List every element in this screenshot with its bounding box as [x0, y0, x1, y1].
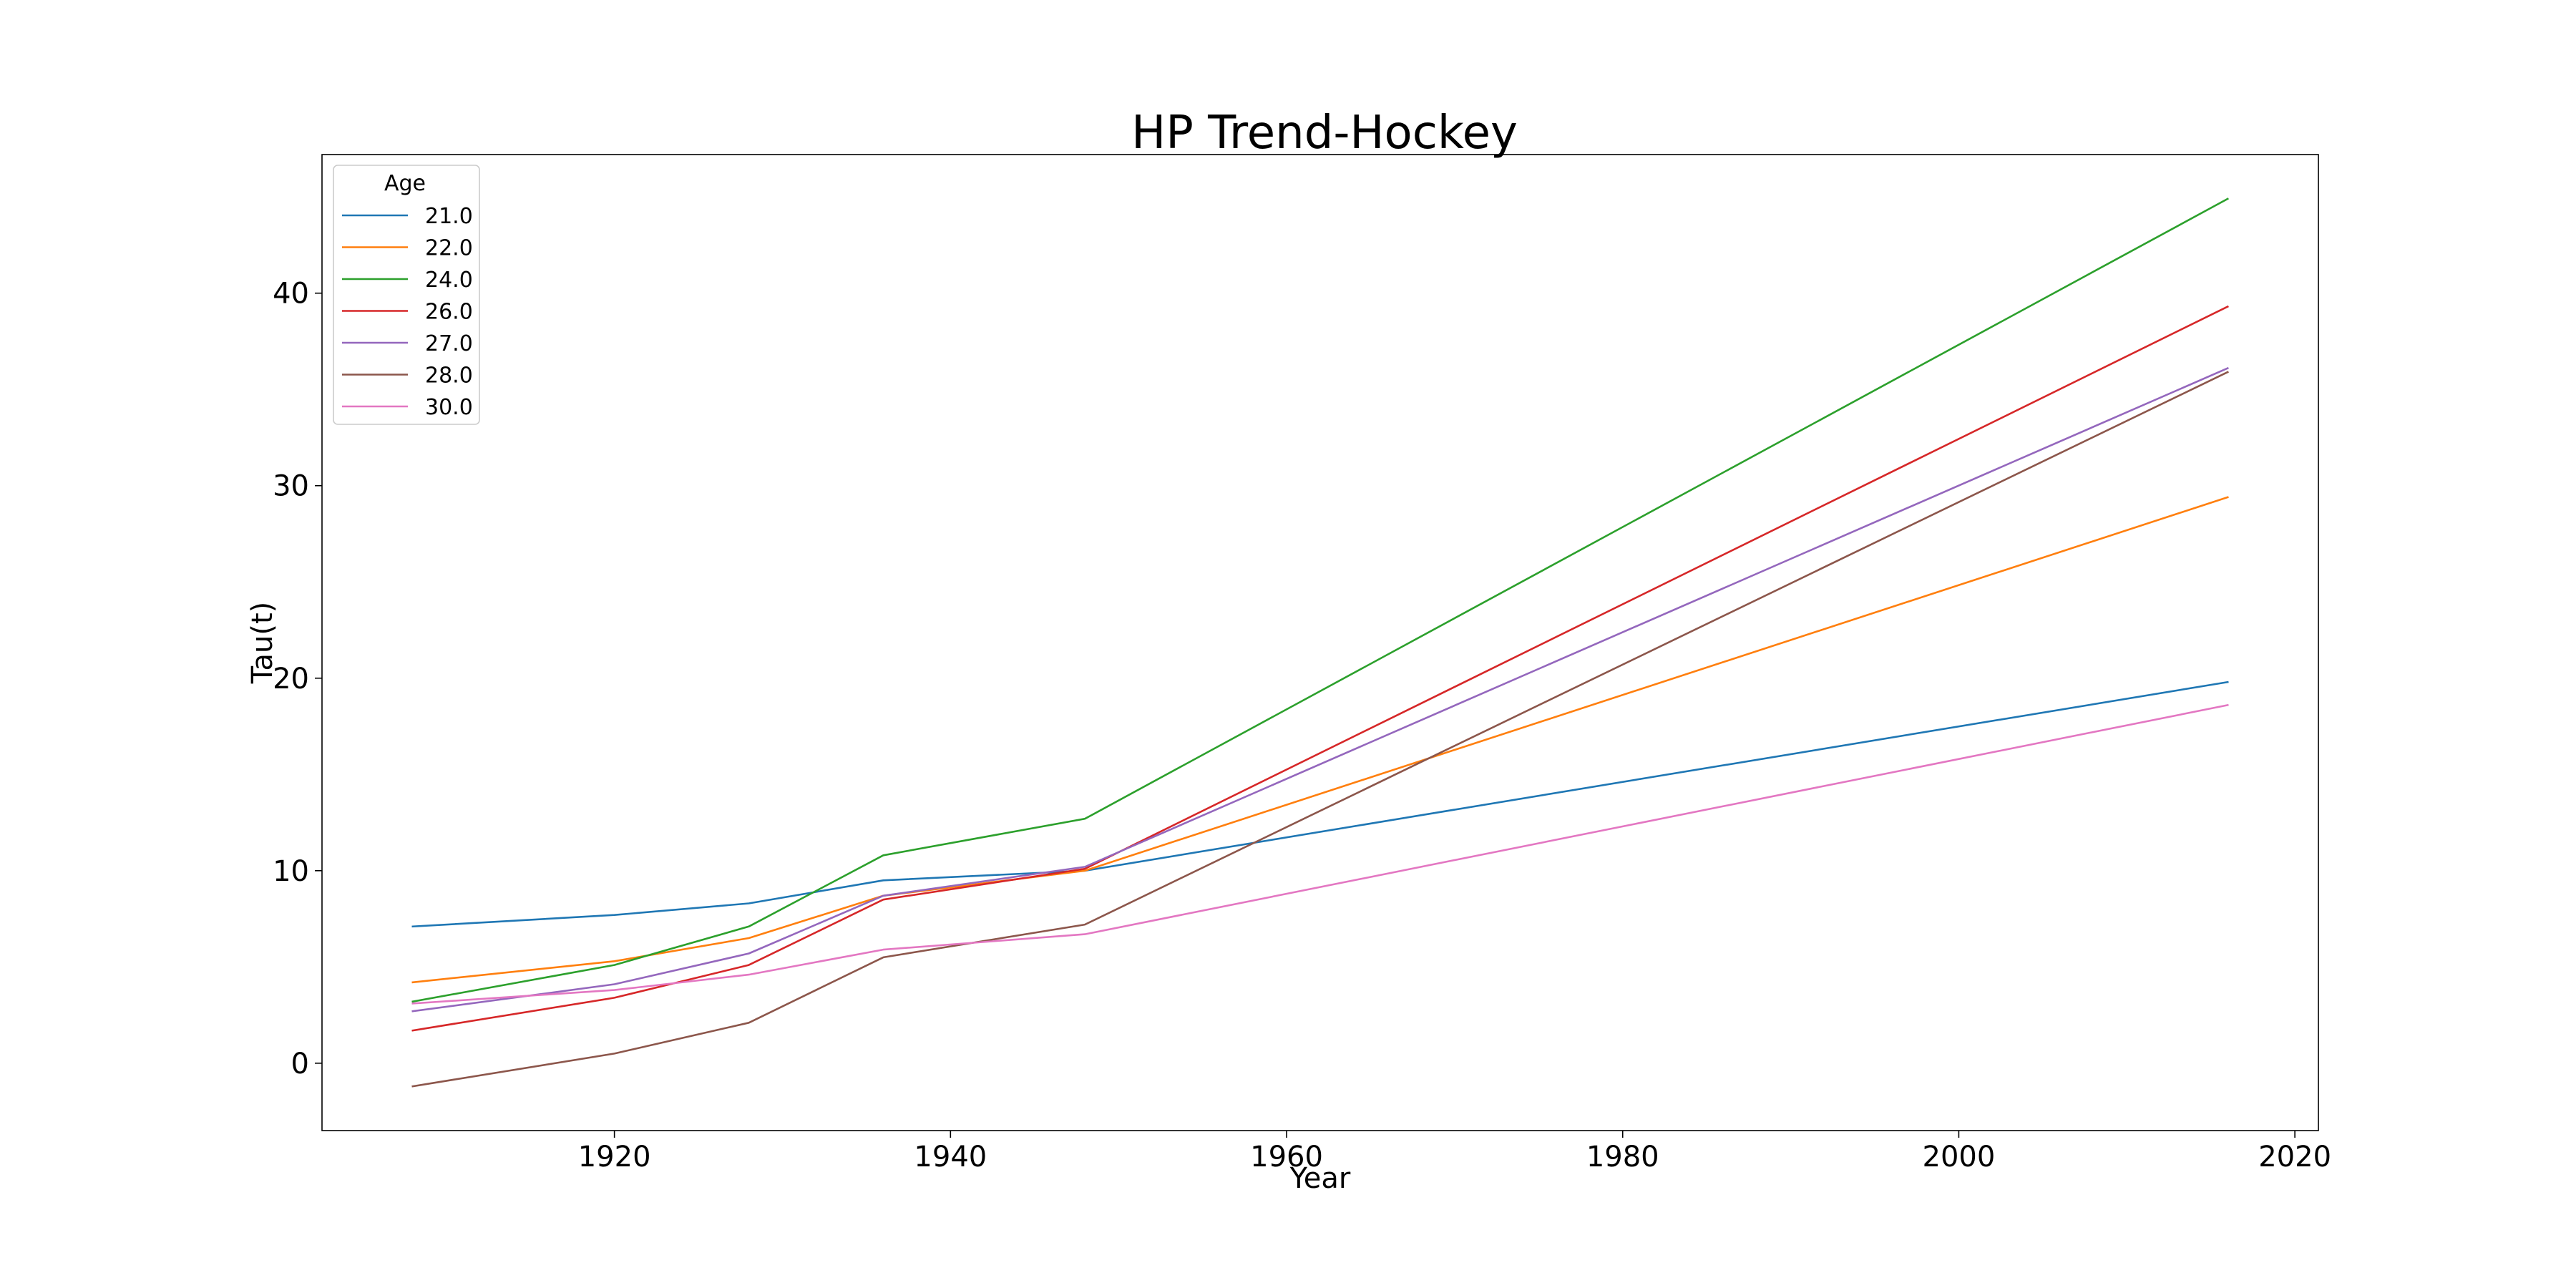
- x-tick-label: 1940: [914, 1141, 987, 1174]
- plot-lines: [411, 197, 2229, 1088]
- series-line-22.0: [411, 496, 2229, 984]
- legend-label: 21.0: [425, 204, 473, 229]
- y-axis: 0 10 20 30 40: [273, 278, 322, 1080]
- x-tick-label: 1960: [1250, 1141, 1323, 1174]
- legend-label: 27.0: [425, 331, 473, 356]
- y-tick-label: 20: [273, 663, 309, 696]
- legend-label: 28.0: [425, 364, 473, 389]
- legend-label: 24.0: [425, 268, 473, 293]
- x-tick-label: 1980: [1586, 1141, 1659, 1174]
- y-tick-label: 30: [273, 470, 309, 503]
- series-line-24.0: [411, 197, 2229, 1003]
- x-axis-label: Year: [1289, 1162, 1351, 1195]
- series-line-30.0: [411, 703, 2229, 1005]
- series-line-26.0: [411, 305, 2229, 1032]
- x-tick-label: 1920: [578, 1141, 651, 1174]
- plot-frame: [321, 154, 2319, 1131]
- legend-title: Age: [384, 171, 426, 196]
- x-tick-label: 2020: [2258, 1141, 2331, 1174]
- legend-entries: 21.0 22.0 24.0 26.0 27.0 28.0 30.0: [342, 204, 473, 420]
- series-line-28.0: [411, 371, 2229, 1088]
- y-tick-label: 0: [291, 1048, 309, 1080]
- x-axis: 1920 1940 1960 1980 2000 2020: [578, 1131, 2331, 1174]
- legend-label: 30.0: [425, 395, 473, 420]
- legend-box: [333, 165, 480, 425]
- series-line-27.0: [411, 366, 2229, 1013]
- chart-title: HP Trend-Hockey: [1131, 107, 1518, 160]
- y-axis-label: Tau(t): [246, 602, 279, 685]
- legend-label: 22.0: [425, 236, 473, 261]
- x-tick-label: 2000: [1923, 1141, 1996, 1174]
- legend-label: 26.0: [425, 300, 473, 325]
- y-tick-label: 40: [273, 278, 309, 311]
- y-tick-label: 10: [273, 855, 309, 888]
- legend: Age 21.0 22.0 24.0 26.0 27.0 28.0 30.0: [333, 165, 480, 425]
